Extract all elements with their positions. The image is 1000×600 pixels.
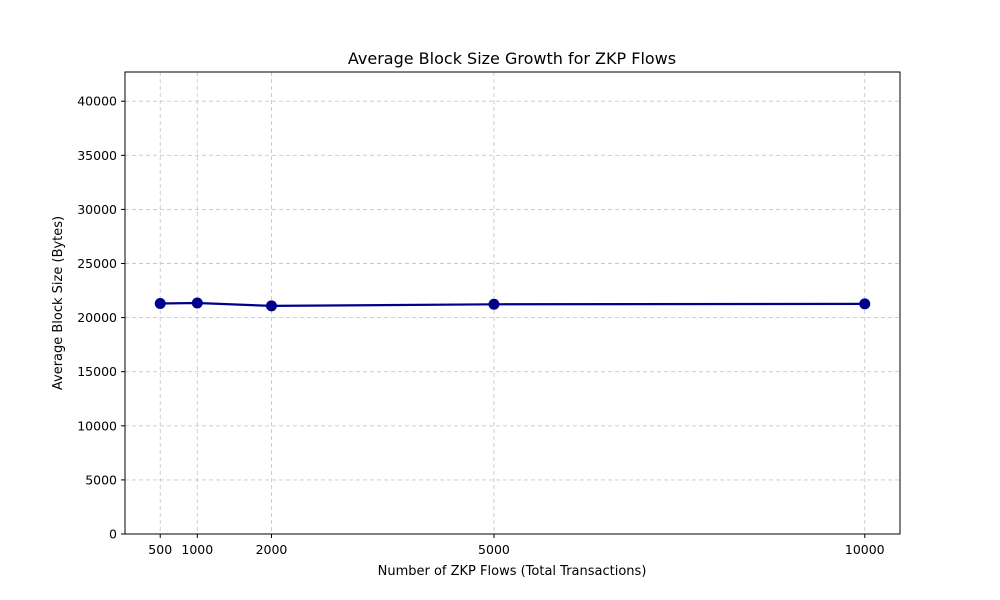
data-point (488, 298, 500, 310)
data-point (265, 300, 277, 312)
y-tick-label: 0 (109, 527, 117, 542)
x-tick-label: 500 (148, 542, 172, 557)
x-tick-label: 1000 (181, 542, 213, 557)
series-line (160, 301, 865, 307)
data-point (191, 297, 203, 309)
x-axis-ticks: 500 1000 2000 5000 10000 (148, 534, 885, 557)
series-markers (154, 297, 871, 312)
data-point (154, 298, 166, 310)
data-point (859, 298, 871, 310)
y-tick-label: 35000 (77, 148, 117, 163)
y-tick-label: 20000 (77, 310, 117, 325)
y-tick-label: 40000 (77, 94, 117, 109)
y-tick-label: 30000 (77, 202, 117, 217)
y-tick-label: 5000 (85, 472, 117, 487)
plot-frame (124, 71, 901, 535)
chart-title: Average Block Size Growth for ZKP Flows (348, 49, 676, 68)
x-tick-label: 10000 (845, 542, 885, 557)
x-tick-label: 5000 (478, 542, 510, 557)
x-axis-label: Number of ZKP Flows (Total Transactions) (378, 564, 647, 579)
y-tick-label: 10000 (77, 418, 117, 433)
y-axis-label: Average Block Size (Bytes) (51, 216, 66, 390)
y-tick-label: 15000 (77, 364, 117, 379)
y-axis-ticks: 0 5000 10000 15000 20000 25000 30000 35000 40000 (77, 94, 125, 542)
x-tick-label: 2000 (256, 542, 288, 557)
series-lines (160, 301, 865, 307)
y-tick-label: 25000 (77, 256, 117, 271)
